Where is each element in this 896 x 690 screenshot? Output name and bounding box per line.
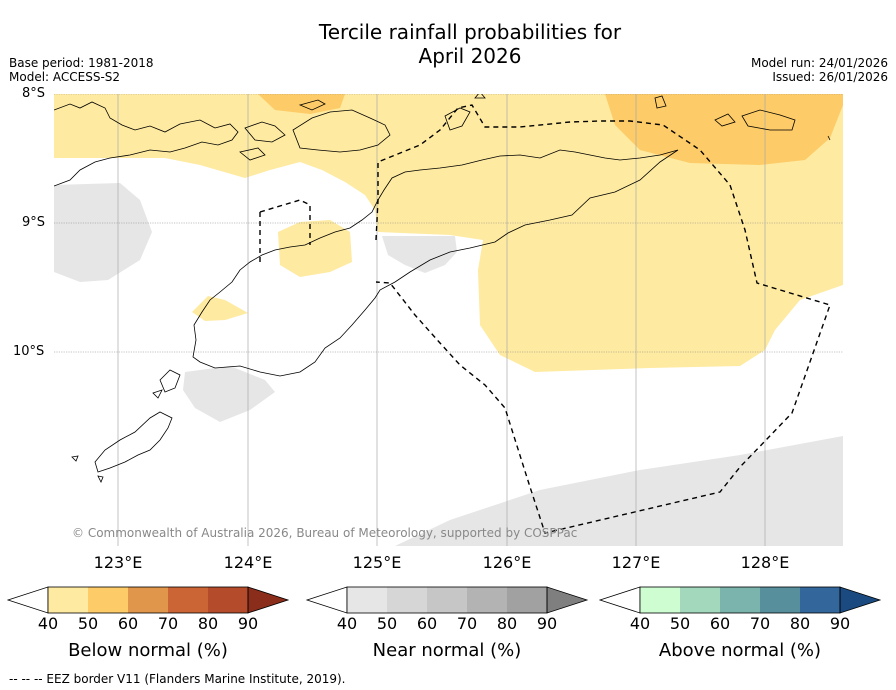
colorbar-1-extend-low xyxy=(305,586,348,614)
colorbar-2-segment-1 xyxy=(680,587,720,613)
colorbar-0-segment-0 xyxy=(48,587,88,613)
coastline-island-8 xyxy=(714,113,736,127)
below-normal-40-50-region xyxy=(54,94,843,372)
lat-label-8s: 8°S xyxy=(22,86,46,101)
model-text: Model: ACCESS-S2 xyxy=(9,70,121,84)
colorbar-2-segment-0 xyxy=(640,587,680,613)
lat-label-9s: 9°S xyxy=(22,215,46,230)
colorbar-0-segment-1 xyxy=(88,587,128,613)
below-normal-patch-timor xyxy=(278,220,352,277)
colorbar-2-tick-40: 40 xyxy=(629,614,651,633)
colorbar-near-normal-title: Near normal (%) xyxy=(372,640,522,661)
coastline-island-3 xyxy=(292,109,391,153)
colorbar-above-normal xyxy=(598,586,882,614)
coastline-island-1 xyxy=(244,121,286,143)
coastline-island-7 xyxy=(654,95,667,109)
colorbar-1-tick-50: 50 xyxy=(376,614,398,633)
colorbar-1-tick-40: 40 xyxy=(336,614,358,633)
eez-border xyxy=(259,104,831,534)
near-normal-region-west xyxy=(54,183,152,282)
colorbar-1-outline xyxy=(346,586,548,614)
colorbar-1-segment-0 xyxy=(347,587,387,613)
colorbar-2-segment-3 xyxy=(760,587,800,613)
colorbar-1-segment-3 xyxy=(467,587,507,613)
model-run-text: Model run: 24/01/2026 xyxy=(750,56,888,70)
chart-title-line2: April 2026 xyxy=(418,44,522,68)
colorbar-1-tick-80: 80 xyxy=(496,614,518,633)
colorbar-0-extend-high xyxy=(247,586,290,614)
lat-label-10s: 10°S xyxy=(13,344,45,359)
colorbar-1-segment-1 xyxy=(387,587,427,613)
colorbar-2-tick-60: 60 xyxy=(709,614,731,633)
colorbars xyxy=(6,586,882,614)
colorbar-1-extend-high xyxy=(546,586,589,614)
colorbar-above-normal-title: Above normal (%) xyxy=(658,640,822,661)
colorbar-1-segment-4 xyxy=(507,587,547,613)
near-normal-region-southwest xyxy=(183,366,275,422)
colorbar-0-tick-80: 80 xyxy=(197,614,219,633)
coastline-island-10 xyxy=(827,135,831,141)
chart-title-line1: Tercile rainfall probabilities for xyxy=(318,20,622,44)
lon-label-124e: 124°E xyxy=(223,553,273,572)
colorbar-1-tick-60: 60 xyxy=(416,614,438,633)
near-normal-region-center xyxy=(382,236,457,273)
issued-text: Issued: 26/01/2026 xyxy=(772,70,888,84)
colorbar-1-segment-2 xyxy=(427,587,467,613)
coastline-islet-a xyxy=(71,455,79,462)
colorbar-0-tick-70: 70 xyxy=(157,614,179,633)
lon-label-128e: 128°E xyxy=(740,553,790,572)
colorbar-2-tick-90: 90 xyxy=(829,614,851,633)
longitude-gridlines xyxy=(117,94,766,546)
colorbar-0-tick-60: 60 xyxy=(117,614,139,633)
coastline-timor xyxy=(192,149,679,377)
coastline-island-6 xyxy=(474,94,486,99)
colorbar-below-normal-title: Below normal (%) xyxy=(68,640,228,661)
eez-footer-note: -- -- -- EEZ border V11 (Flanders Marine… xyxy=(9,672,346,686)
coastline-island-4 xyxy=(298,99,326,111)
colorbar-2-extend-high xyxy=(839,586,882,614)
colorbar-2-segment-4 xyxy=(800,587,840,613)
colorbar-2-tick-70: 70 xyxy=(749,614,771,633)
colorbar-0-segment-3 xyxy=(168,587,208,613)
lon-label-126e: 126°E xyxy=(482,553,532,572)
lon-label-127e: 127°E xyxy=(611,553,661,572)
colorbar-below-normal xyxy=(6,586,290,614)
colorbar-2-segment-2 xyxy=(720,587,760,613)
base-period-text: Base period: 1981-2018 xyxy=(9,56,154,70)
copyright-text: © Commonwealth of Australia 2026, Bureau… xyxy=(72,526,578,540)
coastline-rote xyxy=(159,369,181,393)
colorbar-1-tick-70: 70 xyxy=(456,614,478,633)
colorbar-0-extend-low xyxy=(6,586,49,614)
colorbar-2-outline xyxy=(639,586,841,614)
colorbar-0-tick-90: 90 xyxy=(237,614,259,633)
colorbar-0-outline xyxy=(47,586,249,614)
colorbar-0-tick-50: 50 xyxy=(77,614,99,633)
latitude-gridlines xyxy=(54,94,843,353)
coastline-island-2 xyxy=(239,147,266,161)
colorbar-0-segment-4 xyxy=(208,587,248,613)
coastline-savu xyxy=(152,389,163,399)
coastline-islet-b xyxy=(97,475,104,483)
colorbar-0-segment-2 xyxy=(128,587,168,613)
below-normal-50-60-patch-top xyxy=(258,94,345,114)
colorbar-2-tick-80: 80 xyxy=(789,614,811,633)
colorbar-near-normal xyxy=(305,586,589,614)
colorbar-0-tick-40: 40 xyxy=(37,614,59,633)
coastline-island-9 xyxy=(741,109,796,131)
coastlines xyxy=(54,94,831,483)
below-normal-patch-west xyxy=(192,296,248,321)
coastline-sumba xyxy=(94,411,173,473)
colorbar-2-extend-low xyxy=(598,586,641,614)
coastline-flores xyxy=(54,101,239,187)
colorbar-2-tick-50: 50 xyxy=(669,614,691,633)
below-normal-50-60-region xyxy=(605,94,843,165)
lon-label-123e: 123°E xyxy=(93,553,143,572)
colorbar-1-tick-90: 90 xyxy=(536,614,558,633)
lon-label-125e: 125°E xyxy=(352,553,402,572)
